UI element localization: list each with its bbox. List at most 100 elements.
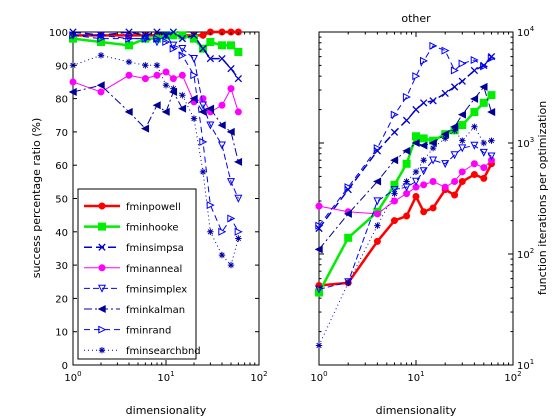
right-x-tick-label: 101 <box>407 370 424 384</box>
right-point-fminkalman <box>479 82 488 91</box>
legend-marker <box>98 325 107 334</box>
legend-label: fminrand <box>126 326 171 337</box>
right-point-fminsearchbnd <box>391 190 398 197</box>
right-y-tick-label: 103 <box>517 136 534 150</box>
right-point-fminsimpsa <box>390 128 399 136</box>
right-point-fminpowell <box>412 192 420 200</box>
left-point-fminanneal <box>169 75 177 83</box>
right-point-fminrand <box>419 56 428 65</box>
left-y-tick-label: 10 <box>55 328 68 339</box>
right-title: other <box>401 12 431 25</box>
left-line-fminsimpsa <box>72 31 239 80</box>
left-point-fminsearchbnd <box>199 168 207 176</box>
right-point-fminpowell <box>451 191 459 199</box>
legend-marker <box>98 222 106 231</box>
left-point-fminhooke <box>217 41 226 50</box>
left-point-fminanneal <box>178 71 186 79</box>
right-point-fminsimplex <box>470 141 479 150</box>
left-point-fminsimplex <box>226 178 236 187</box>
left-point-fminrand <box>125 34 134 43</box>
left-point-fminanneal <box>125 71 133 79</box>
right-point-fminhooke <box>412 132 420 141</box>
left-point-fminrand <box>190 71 199 80</box>
left-point-fminanneal <box>69 78 77 86</box>
right-point-fminpowell <box>458 177 466 185</box>
right-point-fminhooke <box>344 233 353 242</box>
right-point-fminpowell <box>403 212 411 220</box>
left-line-fminrand <box>72 34 239 233</box>
left-point-fminrand <box>162 37 171 46</box>
left-point-fminanneal <box>234 108 242 116</box>
left-point-fminrand <box>227 214 236 223</box>
left-point-fminsimpsa <box>234 74 243 83</box>
right-line-fminkalman <box>318 85 492 250</box>
left-point-fminkalman <box>198 107 207 116</box>
right-point-fminhooke <box>487 91 496 100</box>
right-point-fminsearchbnd <box>459 137 466 144</box>
left-point-fminrand <box>169 44 178 53</box>
right-point-fminrand <box>412 72 421 81</box>
right-point-fminrand <box>373 144 382 153</box>
legend-label: fminsimplex <box>126 284 187 295</box>
legend-item-fminrand: fminrand <box>84 325 171 337</box>
right-point-fminhooke <box>419 134 428 143</box>
right-point-fminanneal <box>480 164 488 172</box>
left-point-fminkalman <box>96 81 105 90</box>
left-point-fminrand <box>97 34 106 43</box>
legend-marker <box>98 243 106 251</box>
left-point-fminsearchbnd <box>179 92 186 99</box>
right-series-fminrand <box>315 41 496 230</box>
right-point-fminsimpsa <box>458 77 466 85</box>
right-point-fminsimplex <box>487 152 496 161</box>
right-point-fminsimpsa <box>470 66 479 75</box>
right-point-fminanneal <box>451 177 459 185</box>
left-point-fminrand <box>234 227 243 236</box>
legend-item-fminhooke: fminhooke <box>84 222 179 234</box>
left-y-tick-label: 80 <box>55 95 68 106</box>
left-point-fminsimplex <box>217 141 227 150</box>
right-point-fminsearchbnd <box>429 144 437 152</box>
right-point-fminkalman <box>470 94 479 103</box>
left-y-tick-label: 40 <box>55 228 68 239</box>
right-point-fminkalman <box>419 141 428 150</box>
right-point-fminanneal <box>470 160 478 168</box>
left-point-fminsimplex <box>169 41 178 50</box>
left-point-fminsimplex <box>189 54 199 63</box>
right-point-fminrand <box>390 110 399 119</box>
right-point-fminkalman <box>314 245 323 254</box>
legend-item-fminsearchbnd: fminsearchbnd <box>84 346 201 357</box>
left-point-fminsimpsa <box>206 54 215 63</box>
right-point-fminsimpsa <box>441 89 449 98</box>
right-point-fminsimplex <box>411 177 421 186</box>
left-point-fminanneal <box>141 75 149 83</box>
right-point-fminsimpsa <box>420 99 428 107</box>
legend-label: fminpowell <box>126 202 181 213</box>
legend-marker <box>97 284 107 293</box>
right-point-fminanneal <box>373 210 381 218</box>
left-point-fminsimpsa <box>190 31 198 39</box>
right-series-fminkalman <box>314 82 496 254</box>
right-point-fminsearchbnd <box>480 139 487 147</box>
right-point-fminsimpsa <box>429 97 437 105</box>
left-point-fminkalman <box>178 104 187 113</box>
right-point-fminpowell <box>420 208 428 216</box>
right-point-fminsimplex <box>373 197 382 206</box>
legend-marker <box>98 264 106 272</box>
right-point-fminrand <box>487 54 496 63</box>
right-point-fminanneal <box>390 197 398 205</box>
legend-marker <box>98 202 106 210</box>
left-point-fminkalman <box>141 124 150 133</box>
right-point-fminpowell <box>470 171 478 179</box>
right-series-fminsimplex <box>314 141 496 294</box>
left-point-fminsearchbnd <box>153 62 161 69</box>
right-point-fminpowell <box>373 237 381 245</box>
right-point-fminsimpsa <box>402 116 411 125</box>
right-point-fminanneal <box>403 190 411 198</box>
left-y-tick-label: 50 <box>55 195 68 206</box>
legend-label: fminsearchbnd <box>126 346 201 357</box>
legend-label: fminsimpsa <box>126 243 184 254</box>
right-point-fminanneal <box>315 202 323 210</box>
legend-item-fminkalman: fminkalman <box>84 304 185 316</box>
legend-marker <box>98 347 106 354</box>
